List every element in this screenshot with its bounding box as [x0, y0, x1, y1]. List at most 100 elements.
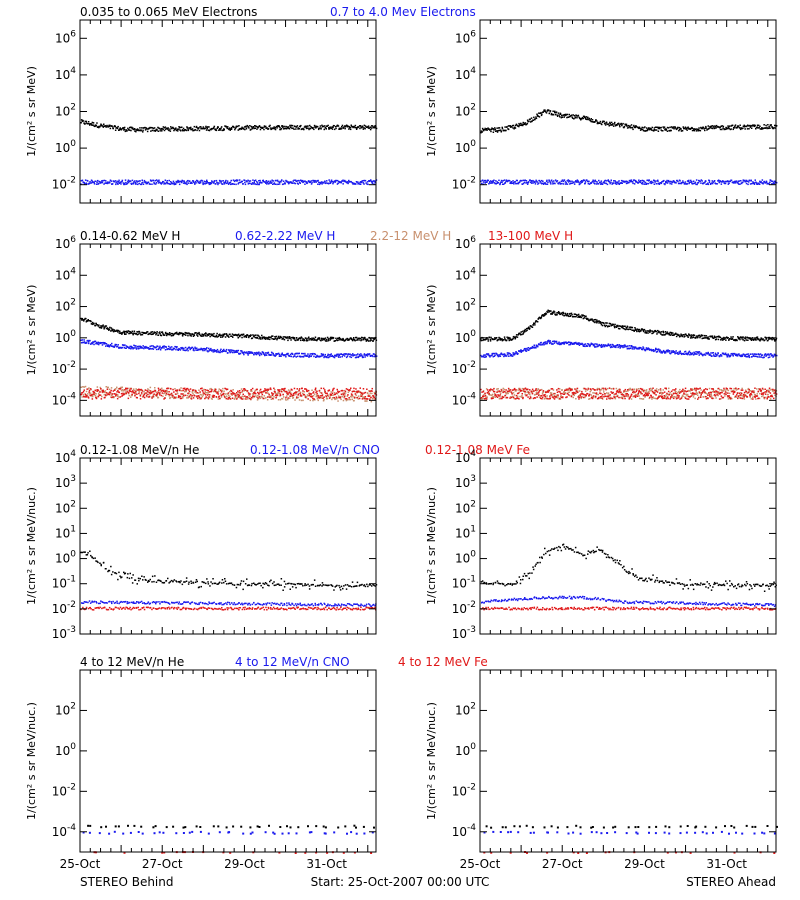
- data-point: [714, 338, 717, 341]
- data-point: [322, 397, 324, 399]
- data-point: [617, 325, 619, 328]
- data-point: [255, 392, 257, 395]
- plot-frame: [79, 243, 377, 417]
- data-point: [243, 128, 245, 130]
- data-point: [111, 328, 114, 330]
- data-point: [325, 392, 327, 395]
- data-point: [263, 395, 266, 397]
- y-tick-exponent: 6: [70, 29, 76, 39]
- data-point: [200, 179, 203, 182]
- data-point: [684, 127, 686, 130]
- data-point: [657, 180, 659, 183]
- data-point: [347, 391, 350, 394]
- data-point: [370, 127, 373, 129]
- data-point: [96, 343, 99, 345]
- data-point: [280, 397, 283, 400]
- data-point: [236, 179, 239, 181]
- data-point: [701, 180, 703, 182]
- data-point: [209, 349, 212, 351]
- data-point: [226, 127, 228, 130]
- data-point: [137, 348, 140, 350]
- data-point: [750, 337, 752, 339]
- data-point: [155, 179, 158, 181]
- data-point: [230, 390, 233, 393]
- data-point: [665, 332, 668, 334]
- data-point: [137, 389, 139, 391]
- data-point: [614, 180, 616, 182]
- data-point: [554, 313, 556, 315]
- data-point: [204, 391, 206, 393]
- data-point: [520, 179, 522, 182]
- data-point: [597, 122, 599, 125]
- data-point: [488, 355, 490, 357]
- data-point: [150, 345, 153, 347]
- data-point: [186, 183, 188, 186]
- data-point: [280, 128, 282, 131]
- data-point: [224, 182, 226, 184]
- data-point: [523, 181, 526, 184]
- data-point: [370, 400, 373, 403]
- data-point: [365, 398, 367, 400]
- data-point: [97, 182, 100, 185]
- data-point: [157, 126, 159, 129]
- y-tick-base: 10: [52, 393, 67, 407]
- data-point: [285, 356, 287, 358]
- data-point: [338, 339, 340, 341]
- data-point: [111, 394, 114, 396]
- data-point: [204, 389, 207, 391]
- data-point: [522, 332, 525, 334]
- data-point: [115, 183, 117, 186]
- data-point: [556, 314, 558, 316]
- data-point: [562, 114, 565, 116]
- data-point: [245, 335, 248, 337]
- data-point: [260, 338, 262, 340]
- data-point: [132, 333, 134, 336]
- data-point: [210, 128, 212, 131]
- data-point: [617, 122, 620, 125]
- data-point: [544, 314, 547, 316]
- data-point: [286, 337, 288, 339]
- data-point: [364, 179, 367, 182]
- y-tick-base: 10: [455, 105, 470, 119]
- data-point: [340, 339, 342, 341]
- data-point: [171, 349, 173, 351]
- data-point: [337, 395, 340, 397]
- data-point: [235, 334, 238, 336]
- data-point: [362, 337, 364, 339]
- data-point: [515, 124, 518, 126]
- y-tick-label: 10-2: [452, 176, 476, 192]
- data-point: [707, 125, 709, 127]
- data-point: [565, 182, 567, 184]
- data-point: [90, 320, 92, 323]
- data-point: [754, 338, 757, 340]
- data-point: [279, 126, 281, 129]
- data-point: [670, 181, 673, 183]
- y-tick-label: 104: [55, 266, 76, 282]
- data-point: [245, 126, 247, 128]
- data-point: [354, 124, 357, 127]
- data-point: [775, 125, 778, 127]
- data-point: [251, 127, 253, 130]
- data-point: [659, 182, 661, 184]
- data-point: [106, 344, 109, 346]
- data-point: [523, 123, 526, 125]
- data-point: [270, 398, 273, 400]
- data-point: [187, 392, 189, 395]
- data-point: [287, 397, 289, 399]
- y-tick-label: 104: [455, 66, 476, 82]
- data-point: [625, 180, 627, 182]
- data-point: [325, 395, 328, 398]
- data-point: [594, 183, 596, 185]
- data-point: [579, 183, 581, 185]
- data-point: [364, 354, 367, 356]
- data-point: [90, 182, 92, 184]
- data-point: [132, 128, 134, 131]
- data-point: [83, 122, 85, 124]
- data-point: [583, 115, 586, 118]
- data-point: [298, 389, 300, 391]
- data-point: [303, 391, 306, 393]
- data-point: [537, 318, 540, 320]
- data-point: [339, 396, 342, 399]
- data-point: [688, 333, 690, 335]
